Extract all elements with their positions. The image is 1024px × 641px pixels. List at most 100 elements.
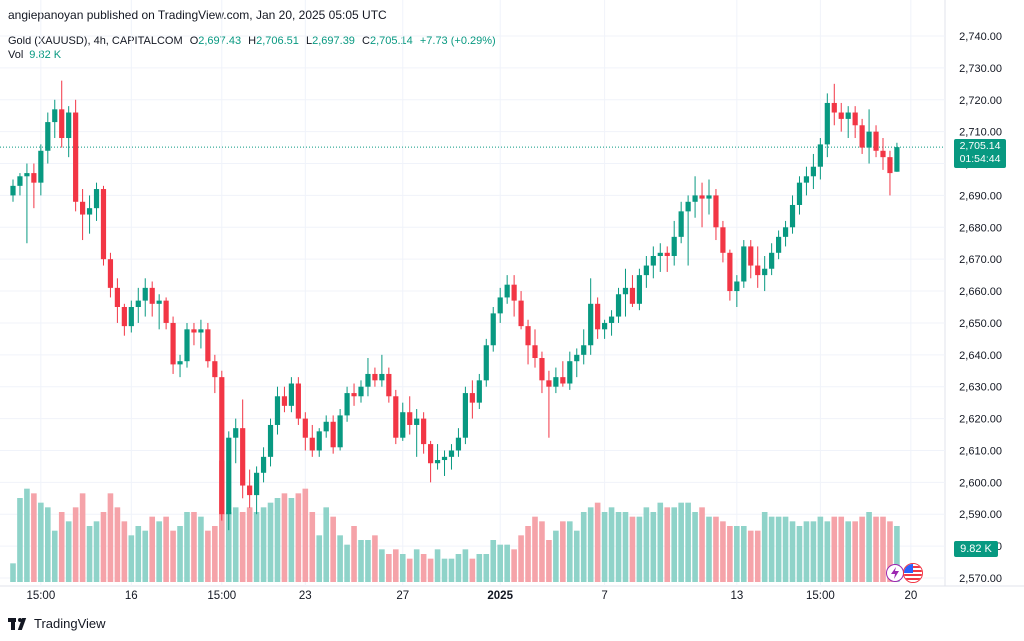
- candle-body: [344, 393, 350, 416]
- candle-body: [142, 287, 148, 301]
- candle-body: [762, 268, 768, 276]
- volume-bar: [567, 521, 573, 582]
- volume-bar: [413, 549, 420, 582]
- candle-body: [539, 358, 545, 381]
- candle-body: [615, 294, 622, 317]
- volume-bar: [225, 512, 232, 582]
- volume-bar: [483, 554, 490, 582]
- tradingview-footer[interactable]: TradingView: [8, 616, 106, 631]
- volume-bar: [330, 516, 336, 582]
- volume-bar: [734, 526, 740, 582]
- volume-bar: [518, 535, 524, 582]
- volume-bar: [24, 488, 30, 582]
- price-tick-label: 2,680.00: [959, 222, 1002, 234]
- candle-body: [532, 345, 538, 359]
- candle-body: [323, 421, 329, 432]
- volume-bar: [873, 516, 879, 582]
- candle-body: [73, 112, 79, 202]
- candle-body: [414, 418, 420, 425]
- volume-bar: [219, 460, 225, 582]
- volume-bar: [546, 540, 552, 582]
- candle-body: [859, 125, 865, 148]
- candle-body: [135, 300, 141, 307]
- volume-bar: [260, 507, 267, 582]
- price-tick-label: 2,720.00: [959, 95, 1002, 107]
- candle-body: [887, 157, 893, 174]
- candle-body: [462, 393, 468, 438]
- candle-body: [476, 380, 482, 403]
- volume-bar: [288, 498, 295, 582]
- volume-bar: [135, 526, 142, 582]
- volume-bar: [93, 521, 100, 582]
- candle-body: [31, 173, 37, 183]
- volume-bar: [302, 488, 309, 582]
- volume-bar: [86, 526, 93, 582]
- candle-body: [831, 102, 837, 113]
- open-value: 2,697.43: [198, 35, 242, 47]
- symbol-label[interactable]: Gold (XAUUSD), 4h, CAPITALCOM: [8, 35, 183, 47]
- candle-body: [288, 383, 294, 406]
- us-flag-icon[interactable]: [903, 563, 923, 583]
- volume-bar: [386, 554, 392, 582]
- candle-body: [393, 396, 399, 438]
- open-label: O: [189, 35, 199, 47]
- volume-bar: [775, 516, 782, 582]
- candle-body: [400, 412, 406, 438]
- volume-bars: [10, 460, 900, 582]
- candle-body: [295, 383, 301, 419]
- volume-bar: [782, 516, 789, 582]
- volume-bar: [747, 530, 754, 582]
- volume-bar: [10, 563, 16, 582]
- volume-legend: Vol 9.82 K: [8, 49, 61, 61]
- volume-bar: [142, 530, 149, 582]
- candle-body: [66, 112, 72, 139]
- candle-body: [372, 373, 378, 381]
- volume-bar: [796, 526, 803, 582]
- candle-body: [588, 303, 594, 346]
- volume-bar: [427, 558, 434, 582]
- high-value: 2,706.51: [256, 35, 299, 47]
- time-tick-label: 7: [601, 590, 607, 602]
- candle-body: [80, 201, 86, 215]
- volume-bar: [198, 516, 204, 582]
- candle-body: [748, 246, 754, 266]
- candle-body: [657, 252, 663, 256]
- volume-bar: [114, 507, 121, 582]
- candle-body: [128, 307, 134, 327]
- volume-bar: [309, 512, 316, 582]
- volume-bar: [393, 549, 399, 582]
- time-axis: 15:00 16 15:00 23 27 2025 7 13 15:00 20: [26, 590, 917, 602]
- candle-body: [483, 345, 489, 381]
- lightning-icon[interactable]: [886, 564, 904, 582]
- candle-body: [866, 131, 872, 148]
- volume-bar: [720, 521, 726, 582]
- volume-bar: [17, 498, 23, 582]
- volume-bar: [859, 516, 865, 582]
- candle-body: [428, 444, 434, 464]
- volume-bar: [845, 521, 851, 582]
- bar-countdown: 01:54:44: [959, 153, 1001, 166]
- publisher-header: angiepanoyan published on TradingView.co…: [8, 8, 387, 22]
- volume-bar: [587, 507, 594, 582]
- candle-body: [727, 252, 733, 292]
- volume-bar: [615, 512, 622, 582]
- volume-bar: [274, 498, 281, 582]
- candle-body: [198, 329, 204, 333]
- candle-body: [699, 195, 705, 199]
- candle-body: [664, 252, 670, 256]
- candle-body: [782, 227, 789, 237]
- volume-bar: [768, 516, 775, 582]
- volume-bar: [727, 526, 733, 582]
- candle-body: [734, 281, 740, 292]
- close-label: C: [362, 35, 370, 47]
- volume-bar: [281, 493, 288, 582]
- candle-body: [191, 329, 197, 333]
- volume-bar: [379, 549, 385, 582]
- candle-body: [873, 131, 879, 151]
- volume-bar: [323, 507, 329, 582]
- volume-bar: [671, 507, 677, 582]
- volume-bar: [337, 535, 343, 582]
- volume-label[interactable]: Vol: [8, 49, 24, 61]
- candle-body: [518, 300, 524, 327]
